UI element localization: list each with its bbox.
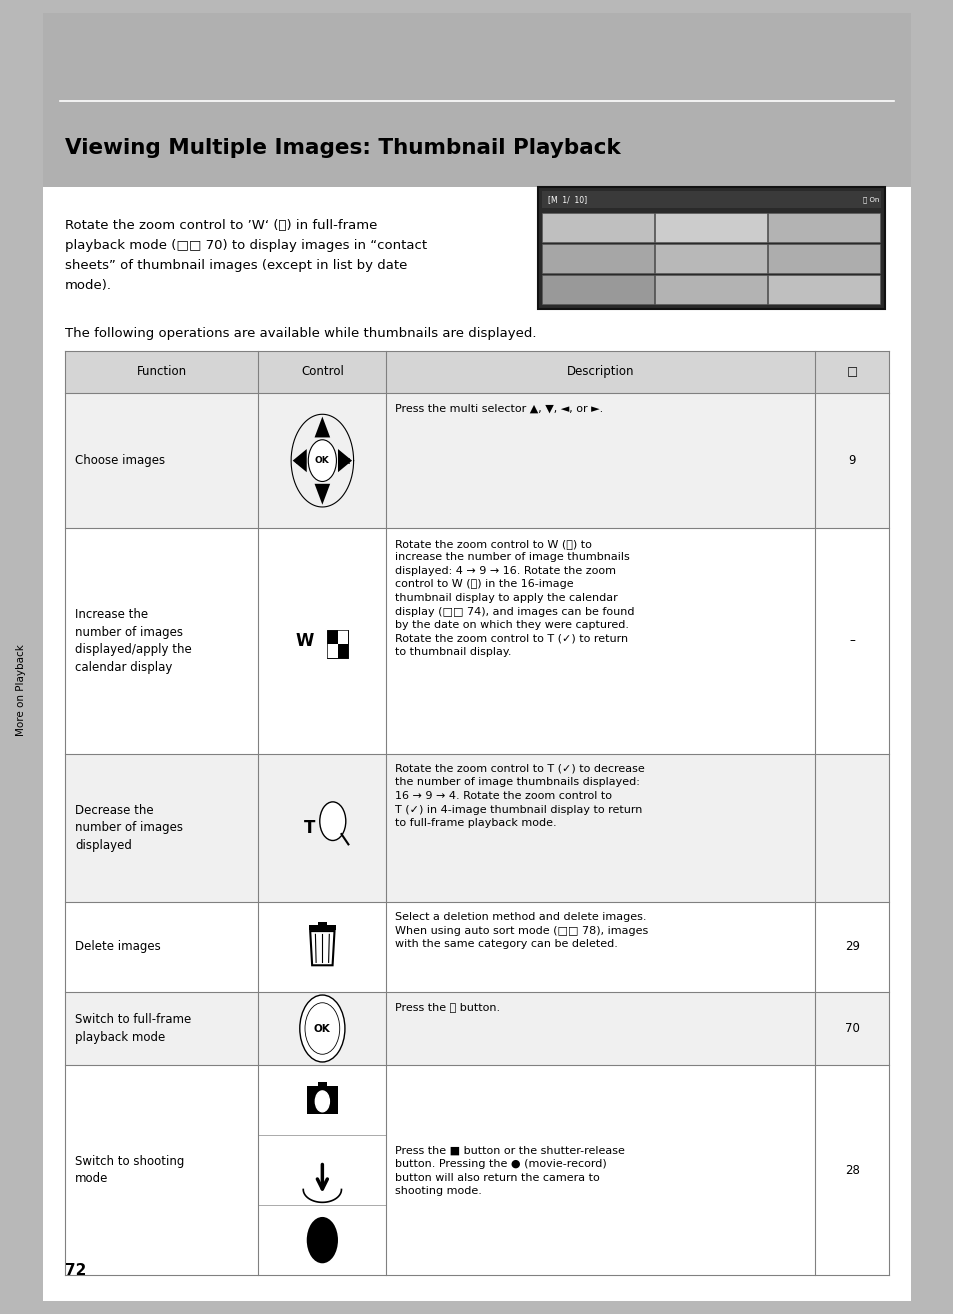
Bar (65, 1066, 888, 1275)
Bar (65, 351, 888, 393)
Circle shape (315, 1091, 329, 1112)
Text: 28: 28 (844, 1164, 859, 1176)
Bar (326, 644, 337, 657)
Text: Switch to shooting
mode: Switch to shooting mode (75, 1155, 184, 1185)
Bar (309, 925, 335, 930)
Bar (65, 393, 888, 528)
Text: 29: 29 (843, 941, 859, 953)
Bar (307, 1087, 337, 1114)
Bar (541, 275, 654, 304)
Text: 🔒 On: 🔒 On (862, 196, 879, 202)
Circle shape (305, 1003, 339, 1054)
Text: ▣: ▣ (343, 457, 350, 464)
Text: Rotate the zoom control to W (⬛) to
increase the number of image thumbnails
disp: Rotate the zoom control to W (⬛) to incr… (395, 539, 634, 657)
Text: Rotate the zoom control to T (✓) to decrease
the number of image thumbnails disp: Rotate the zoom control to T (✓) to decr… (395, 763, 644, 828)
Text: [M  1/  10]: [M 1/ 10] (548, 194, 587, 204)
Bar (317, 922, 327, 926)
Circle shape (307, 1217, 337, 1263)
Bar (326, 631, 348, 657)
Bar (767, 213, 879, 242)
Text: Press the ■ button or the shutter-release
button. Pressing the ● (movie-record)
: Press the ■ button or the shutter-releas… (395, 1146, 624, 1196)
Text: Rotate the zoom control to ’W‘ (⬛) in full-frame
playback mode (□□ 70) to displa: Rotate the zoom control to ’W‘ (⬛) in fu… (65, 219, 426, 292)
Bar (541, 191, 880, 208)
Bar (337, 631, 348, 644)
Text: Control: Control (300, 365, 343, 378)
Polygon shape (314, 484, 330, 505)
Text: OK: OK (314, 456, 330, 465)
Text: ○: ○ (294, 457, 301, 464)
Bar (65, 528, 888, 754)
Bar (767, 243, 879, 273)
Text: Press the multi selector ▲, ▼, ◄, or ►.: Press the multi selector ▲, ▼, ◄, or ►. (395, 403, 602, 414)
Bar (767, 275, 879, 304)
Text: W: W (295, 632, 314, 650)
Text: –: – (848, 635, 854, 648)
Text: ❥: ❥ (319, 487, 324, 491)
Bar (655, 243, 766, 273)
Text: More on Playback: More on Playback (16, 644, 27, 736)
Polygon shape (314, 417, 330, 438)
Bar (43, 13, 910, 187)
Bar (655, 275, 766, 304)
Bar (258, 1066, 386, 1135)
Polygon shape (337, 449, 352, 472)
Text: Press the ⓯ button.: Press the ⓯ button. (395, 1003, 499, 1012)
Text: Increase the
number of images
displayed/apply the
calendar display: Increase the number of images displayed/… (75, 608, 192, 674)
Text: T: T (303, 819, 314, 837)
Bar (65, 754, 888, 901)
Circle shape (299, 995, 345, 1062)
Text: OK: OK (314, 1024, 331, 1034)
Polygon shape (293, 449, 307, 472)
Bar (541, 243, 654, 273)
Text: □: □ (846, 365, 857, 378)
Bar (258, 1205, 386, 1275)
Bar (65, 901, 888, 992)
Text: Select a deletion method and delete images.
When using auto sort mode (□□ 78), i: Select a deletion method and delete imag… (395, 912, 647, 949)
Text: 70: 70 (844, 1022, 859, 1035)
Text: Decrease the
number of images
displayed: Decrease the number of images displayed (75, 804, 183, 851)
Text: Function: Function (136, 365, 187, 378)
Bar (326, 631, 348, 657)
Circle shape (319, 802, 345, 841)
Text: Description: Description (566, 365, 634, 378)
Bar (258, 1135, 386, 1205)
Text: Viewing Multiple Images: Thumbnail Playback: Viewing Multiple Images: Thumbnail Playb… (65, 138, 619, 159)
Bar (65, 992, 888, 1066)
Text: Switch to full-frame
playback mode: Switch to full-frame playback mode (75, 1013, 192, 1043)
Text: The following operations are available while thumbnails are displayed.: The following operations are available w… (65, 327, 536, 340)
Text: 72: 72 (65, 1263, 86, 1277)
Bar (537, 187, 884, 309)
Bar (541, 213, 654, 242)
Text: Delete images: Delete images (75, 941, 161, 953)
Text: 9: 9 (847, 455, 855, 466)
Circle shape (308, 440, 336, 481)
Text: ⚡: ⚡ (320, 430, 324, 435)
Bar (317, 1081, 327, 1091)
Bar (655, 213, 766, 242)
Text: Choose images: Choose images (75, 455, 165, 466)
